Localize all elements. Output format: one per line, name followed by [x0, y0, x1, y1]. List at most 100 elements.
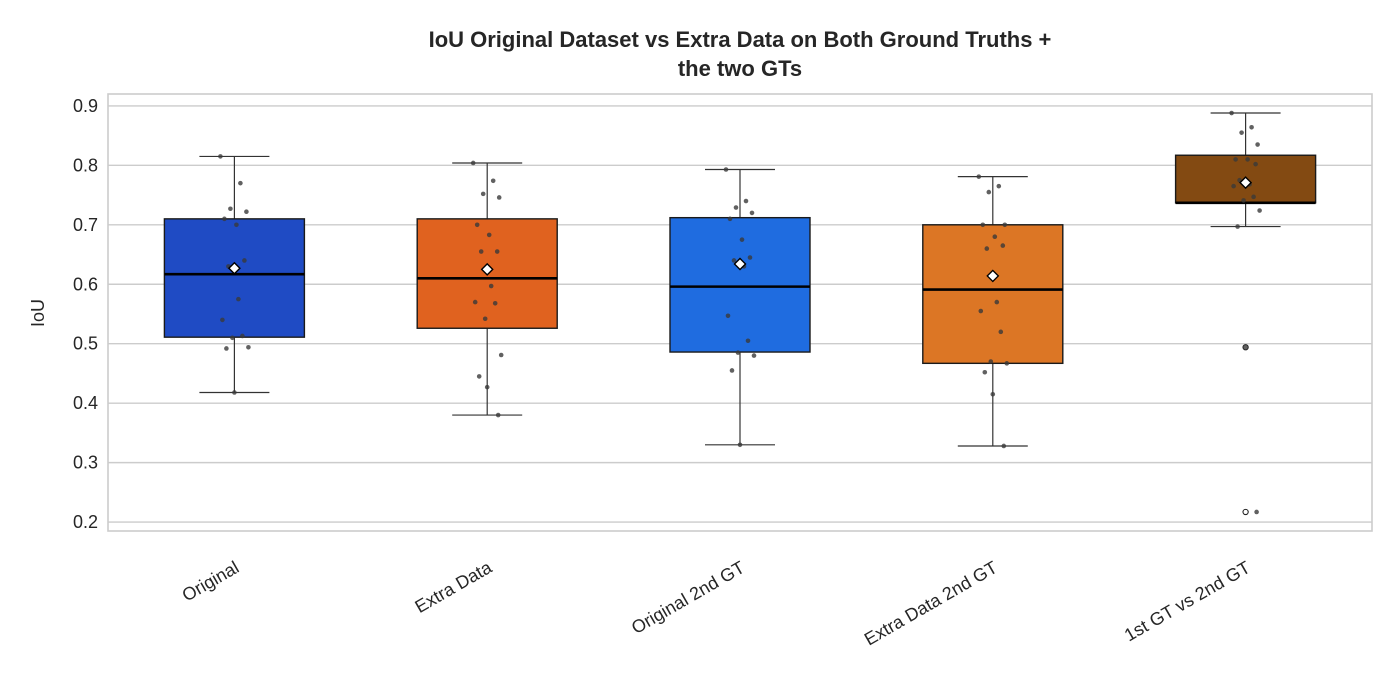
- data-point-1-8: [488, 283, 494, 289]
- data-point-4-2: [1239, 130, 1244, 135]
- data-point-0-6: [242, 258, 247, 263]
- box-group-3: [922, 174, 1064, 449]
- data-point-1-14: [484, 384, 490, 390]
- x-tick-label-2: Original 2nd GT: [628, 557, 748, 638]
- x-tick-labels: Original Extra Data Original 2nd GT Extra D…: [179, 557, 1254, 650]
- data-point-1-10: [492, 300, 498, 306]
- y-tick-label-6: 0.8: [73, 155, 98, 175]
- data-point-0-4: [222, 216, 227, 222]
- y-tick-label-5: 0.7: [73, 215, 98, 235]
- data-point-3-0: [976, 174, 982, 179]
- y-tick-label-2: 0.4: [73, 393, 98, 413]
- data-point-2-10: [745, 338, 751, 344]
- box-group-4: [1174, 110, 1317, 516]
- plot-frame: [107, 93, 1373, 532]
- y-tick-label-0: 0.2: [73, 512, 98, 532]
- data-point-1-12: [498, 352, 504, 358]
- x-tick-label-3: Extra Data 2nd GT: [861, 557, 1001, 649]
- outlier-4-1: [1242, 508, 1249, 516]
- data-point-0-13: [224, 346, 229, 351]
- box-group-2: [669, 167, 811, 448]
- data-point-0-10: [240, 333, 245, 339]
- data-point-3-4: [980, 222, 986, 228]
- data-point-4-12: [1257, 208, 1262, 213]
- data-point-0-12: [246, 344, 251, 350]
- data-point-3-2: [986, 189, 992, 195]
- data-point-1-15: [495, 412, 501, 418]
- data-point-0-1: [238, 180, 243, 186]
- y-tick-labels: 0.2 0.3 0.4 0.5 0.6 0.7 0.8 0.9: [73, 96, 98, 532]
- data-point-4-5: [1245, 157, 1250, 162]
- data-point-2-6: [747, 255, 753, 260]
- data-point-2-12: [751, 353, 757, 358]
- data-point-0-5: [234, 222, 239, 228]
- data-point-3-6: [1000, 243, 1006, 248]
- data-point-2-14: [737, 442, 743, 448]
- data-point-3-14: [990, 391, 996, 397]
- data-point-2-11: [735, 350, 741, 355]
- data-point-2-13: [729, 368, 735, 373]
- data-point-3-13: [982, 369, 988, 375]
- mean-marker-3: [986, 269, 1000, 283]
- chart-title-line-2: the two GTs: [678, 56, 802, 81]
- y-tick-label-7: 0.9: [73, 96, 98, 116]
- data-point-3-10: [998, 329, 1004, 335]
- data-point-1-6: [494, 249, 500, 254]
- y-axis-label: IoU: [28, 299, 48, 327]
- data-point-1-5: [486, 232, 492, 238]
- data-point-3-3: [1002, 222, 1008, 228]
- data-point-1-3: [496, 195, 502, 200]
- data-point-4-11: [1241, 198, 1246, 203]
- data-point-0-9: [220, 317, 225, 323]
- y-tick-label-4: 0.6: [73, 274, 98, 294]
- data-point-1-9: [472, 299, 478, 305]
- data-point-4-13: [1235, 224, 1240, 229]
- data-point-1-11: [482, 316, 488, 322]
- data-point-3-1: [996, 183, 1002, 189]
- data-point-3-5: [992, 234, 998, 239]
- data-point-4-6: [1253, 161, 1258, 167]
- x-tick-label-0: Original: [179, 557, 243, 605]
- data-point-2-5: [739, 237, 745, 242]
- data-point-0-11: [230, 335, 235, 341]
- data-point-0-2: [228, 206, 233, 212]
- data-point-2-1: [743, 198, 749, 204]
- mean-marker-4: [1239, 176, 1253, 190]
- y-tick-label-3: 0.5: [73, 334, 98, 354]
- x-tick-label-1: Extra Data: [412, 557, 496, 617]
- box-group-0: [163, 154, 306, 395]
- data-point-2-9: [725, 313, 731, 319]
- mean-marker-2: [733, 257, 747, 271]
- box-3: [922, 224, 1064, 365]
- box-group-1: [416, 160, 558, 418]
- data-point-2-3: [749, 210, 755, 216]
- data-point-0-0: [218, 154, 223, 159]
- box-layer: [163, 110, 1317, 516]
- data-point-2-7: [731, 258, 737, 263]
- data-point-4-4: [1233, 157, 1238, 162]
- data-point-4-1: [1249, 124, 1254, 130]
- data-point-1-0: [470, 160, 476, 166]
- mean-marker-0: [227, 261, 241, 275]
- data-point-0-8: [236, 296, 241, 302]
- data-point-2-2: [733, 205, 739, 210]
- mean-marker-1: [480, 262, 494, 276]
- data-point-4-0: [1229, 110, 1234, 116]
- chart-title-line-1: IoU Original Dataset vs Extra Data on Bo…: [429, 27, 1052, 52]
- box-2: [669, 216, 811, 353]
- data-point-0-14: [232, 390, 237, 395]
- data-point-4-3: [1255, 142, 1260, 147]
- data-point-3-7: [984, 246, 990, 251]
- box-0: [163, 218, 306, 338]
- data-point-3-11: [988, 359, 994, 364]
- data-point-1-4: [474, 222, 480, 228]
- data-point-1-13: [476, 374, 482, 379]
- data-point-1-7: [478, 249, 484, 254]
- data-point-2-4: [727, 216, 733, 222]
- data-point-0-3: [244, 209, 249, 215]
- data-point-3-12: [1004, 361, 1010, 366]
- y-tick-label-1: 0.3: [73, 453, 98, 473]
- data-point-2-0: [723, 167, 729, 172]
- data-point-3-8: [994, 299, 1000, 305]
